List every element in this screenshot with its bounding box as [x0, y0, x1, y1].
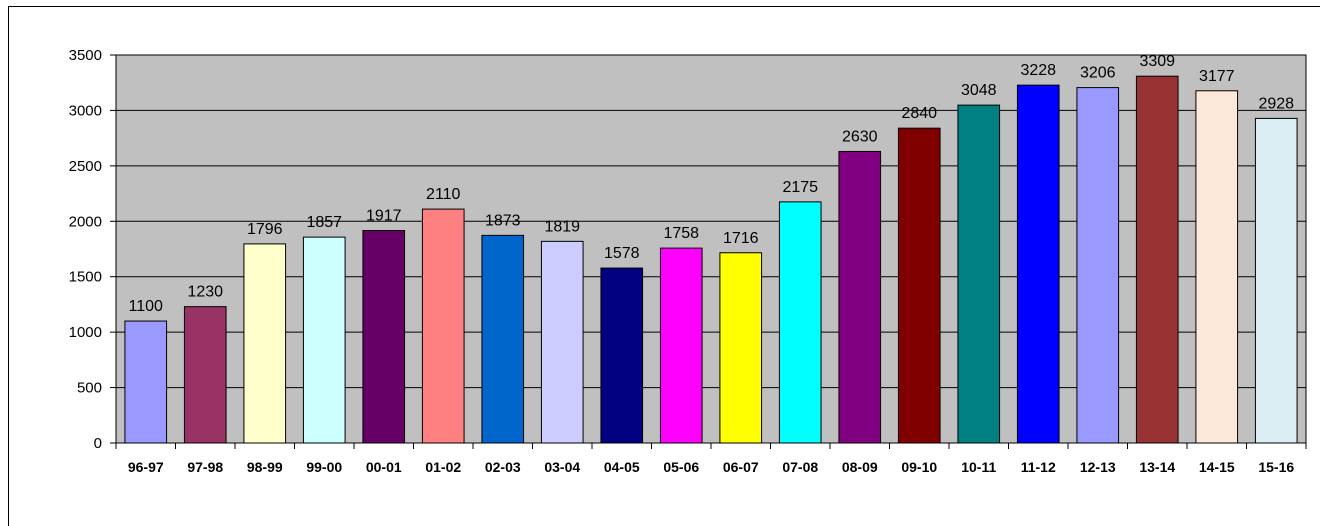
x-tick-label: 06-07	[723, 459, 759, 475]
data-labels: 1100 1230 1796 1857 1917 2110 1873 1819 1578 1758…	[129, 53, 1295, 315]
bar-10-11	[957, 104, 1001, 444]
x-tick-label: 01-02	[425, 459, 461, 475]
x-tick-label: 11-12	[1021, 459, 1056, 475]
data-label-02-03: 1873	[485, 212, 521, 229]
x-tick-label: 03-04	[544, 459, 580, 475]
data-label-12-13: 3206	[1080, 65, 1116, 82]
y-tick-label: 2000	[69, 213, 102, 230]
data-label-05-06: 1758	[663, 225, 699, 242]
x-tick-label: 00-01	[366, 459, 402, 475]
x-axis: 96-97 97-98 98-99 99-00 00-01 01-02 02-03 03-04…	[115, 442, 1307, 475]
bar-15-16	[1254, 117, 1298, 444]
data-label-08-09: 2630	[842, 128, 878, 145]
y-tick-label: 0	[94, 435, 102, 452]
data-label-15-16: 2928	[1258, 95, 1294, 112]
x-tick-label: 05-06	[663, 459, 699, 475]
x-tick-label: 02-03	[485, 459, 521, 475]
y-tick-label: 1500	[69, 269, 102, 286]
data-label-06-07: 1716	[723, 230, 759, 247]
x-tick-label: 04-05	[604, 459, 640, 475]
bar-13-14	[1135, 75, 1179, 444]
x-tick-label: 10-11	[961, 459, 996, 475]
data-label-10-11: 3048	[961, 82, 997, 99]
plot-area	[115, 54, 1307, 444]
bar-03-04	[540, 240, 584, 444]
data-label-11-12: 3228	[1020, 62, 1056, 79]
data-label-98-99: 1796	[247, 221, 283, 238]
x-tick-label: 13-14	[1139, 459, 1175, 475]
x-tick-label: 98-99	[247, 459, 283, 475]
y-axis: 0 500 1000 1500 2000 2500 3000 3500	[69, 47, 117, 452]
bar-14-15	[1195, 90, 1239, 444]
data-label-00-01: 1917	[366, 207, 402, 224]
data-label-03-04: 1819	[544, 218, 580, 235]
bar-01-02	[421, 208, 465, 444]
chart-frame	[8, 6, 1320, 526]
y-tick-label: 3500	[69, 47, 102, 64]
x-tick-label: 09-10	[901, 459, 937, 475]
data-label-96-97: 1100	[129, 298, 164, 315]
data-label-04-05: 1578	[604, 245, 640, 262]
bar-98-99	[243, 243, 287, 444]
x-tick-label: 08-09	[842, 459, 878, 475]
x-tick-label: 96-97	[128, 459, 164, 475]
bar-05-06	[659, 247, 703, 444]
x-tick-label: 12-13	[1080, 459, 1116, 475]
data-label-01-02: 2110	[426, 186, 461, 203]
bar-04-05	[600, 267, 644, 444]
bar-99-00	[302, 236, 346, 444]
data-label-14-15: 3177	[1199, 68, 1235, 85]
bar-00-01	[362, 229, 406, 444]
bar-11-12	[1016, 84, 1060, 444]
bar-09-10	[897, 127, 941, 444]
bar-02-03	[481, 234, 525, 444]
data-label-09-10: 2840	[901, 105, 937, 122]
data-label-97-98: 1230	[187, 284, 223, 301]
bar-06-07	[719, 252, 763, 444]
x-tick-label: 99-00	[306, 459, 342, 475]
y-tick-label: 1000	[69, 324, 102, 341]
bar-08-09	[838, 150, 882, 444]
bar-96-97	[124, 320, 168, 444]
bars	[124, 75, 1298, 444]
bar-07-08	[778, 201, 822, 444]
x-tick-label: 14-15	[1199, 459, 1235, 475]
y-tick-label: 2500	[69, 158, 102, 175]
data-label-13-14: 3309	[1139, 53, 1175, 70]
x-tick-label: 07-08	[782, 459, 818, 475]
x-tick-label: 15-16	[1258, 459, 1294, 475]
y-tick-label: 500	[77, 380, 102, 397]
bar-12-13	[1076, 87, 1120, 444]
bar-97-98	[183, 306, 227, 444]
x-tick-label: 97-98	[187, 459, 223, 475]
y-tick-label: 3000	[69, 102, 102, 119]
data-label-99-00: 1857	[306, 214, 342, 231]
data-label-07-08: 2175	[782, 179, 818, 196]
bar-chart: 1100 1230 1796 1857 1917 2110 1873 1819 1578 1758…	[69, 47, 1307, 475]
